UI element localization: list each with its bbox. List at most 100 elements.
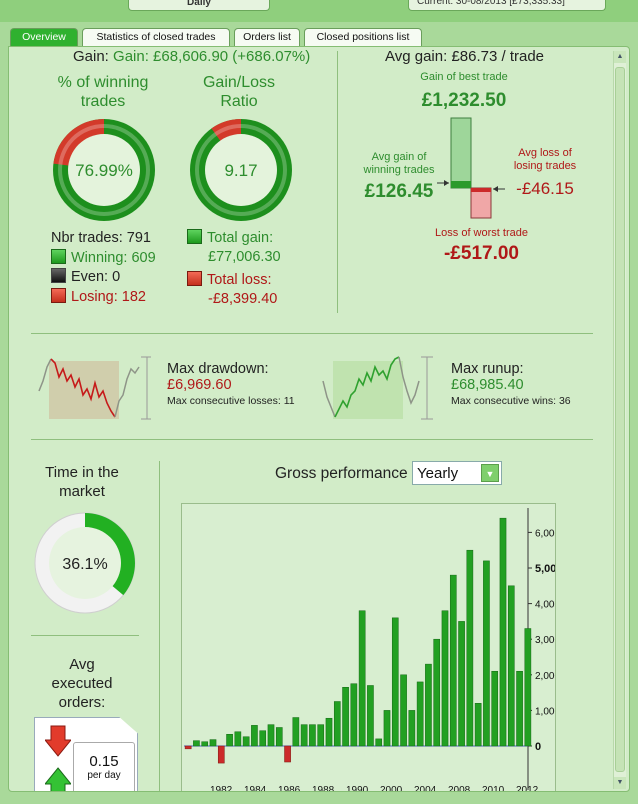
avg-orders-title: Avg executed orders:: [29, 655, 135, 712]
avg-orders-title-line2: executed: [51, 675, 113, 692]
total-loss-row: Total loss:: [187, 271, 281, 290]
tab-closed-positions-list[interactable]: Closed positions list: [304, 28, 422, 46]
scroll-up-icon[interactable]: ▲: [614, 51, 626, 63]
worst-trade-bar: [470, 187, 492, 219]
drawdown-sparkline: [38, 356, 151, 420]
gain-loss-ratio-donut: 9.17: [190, 119, 292, 221]
orders-arrows-icon: [45, 725, 71, 791]
tab-overview[interactable]: Overview: [10, 28, 78, 47]
divider-vertical-top: [337, 51, 338, 313]
chart-bar: [391, 617, 399, 747]
best-trade-value: £1,232.50: [421, 90, 507, 111]
y-tick-label: 4,000: [535, 600, 555, 611]
gain-value: Gain: £68,606.90 (+686.07%): [113, 48, 311, 65]
tab-statistics-closed-trades[interactable]: Statistics of closed trades: [82, 28, 230, 46]
gain-loss-ratio-title-line2: Ratio: [220, 93, 258, 110]
even-count-row: Even: 0: [51, 268, 156, 288]
x-tick-label: 1986: [278, 785, 301, 792]
y-tick-label: 0: [535, 741, 541, 753]
period-label: Daily: [128, 0, 270, 11]
chart-bar: [524, 628, 532, 747]
scrollbar-thumb[interactable]: [615, 67, 625, 772]
x-tick-label: 2004: [414, 785, 437, 792]
avg-loss-label-line2: losing trades: [513, 160, 577, 172]
chart-bar: [217, 745, 225, 764]
chevron-down-icon[interactable]: ▼: [481, 464, 499, 482]
chart-bar: [358, 610, 366, 747]
total-gain-value: £77,006.30: [208, 249, 281, 265]
pct-winning-title-line1: % of winning: [57, 74, 149, 91]
chart-bar: [350, 683, 358, 747]
avg-win-label: Avg gain of winning trades: [359, 151, 439, 177]
chart-bar: [259, 730, 267, 747]
chart-bar: [209, 739, 217, 747]
x-tick-label: 2012: [516, 785, 539, 792]
winning-count: Winning: 609: [71, 249, 156, 266]
chart-bar: [284, 745, 291, 763]
runup-label: Max runup:: [451, 361, 524, 377]
time-market-title: Time in the market: [29, 463, 135, 501]
top-bar: Daily Current: 30-08/2013 [£73,335.33]: [0, 0, 638, 22]
divider-horizontal-2: [31, 439, 593, 440]
chart-bar: [416, 681, 424, 747]
chart-bar: [441, 610, 449, 747]
winning-swatch: [51, 248, 66, 264]
total-loss-label: Total loss:: [207, 272, 272, 288]
x-tick-label: 2000: [380, 785, 403, 792]
runup-sparkline: [322, 356, 433, 420]
time-market-donut: 36.1%: [34, 512, 136, 614]
chart-bar: [408, 710, 416, 747]
drawdown-info: Max drawdown: £6,969.60 Max consecutive …: [167, 361, 295, 407]
tab-orders-list[interactable]: Orders list: [234, 28, 300, 46]
total-loss-swatch: [187, 271, 202, 286]
period-select[interactable]: Yearly ▼: [412, 461, 502, 485]
time-market-title-line2: market: [59, 483, 105, 500]
chart-bar: [234, 731, 242, 747]
scroll-down-icon[interactable]: ▼: [614, 777, 626, 789]
chart-bar: [292, 717, 300, 747]
divider-horizontal-3: [31, 635, 139, 636]
x-tick-label: 2010: [482, 785, 505, 792]
divider-vertical-bottom: [159, 461, 160, 791]
chart-bar: [184, 745, 192, 750]
avg-gain-summary: Avg gain: £86.73 / trade: [385, 48, 544, 65]
chart-bar: [342, 687, 349, 747]
avg-gain-header: Avg gain: £86.73 / trade: [385, 48, 545, 65]
gain-loss-ratio-title: Gain/Loss Ratio: [181, 73, 297, 111]
pct-winning-value: 76.99%: [75, 161, 133, 180]
chart-bar: [458, 621, 465, 747]
nbr-trades: Nbr trades: 791: [51, 230, 151, 246]
avg-win-label-line1: Avg gain of: [371, 151, 427, 163]
chart-bar: [333, 701, 341, 747]
total-gain-swatch: [187, 229, 202, 244]
pct-winning-title: % of winning trades: [39, 73, 167, 111]
gross-performance-svg: 0 1,000 2,000 3,000 4,000 5,000 6,000 1982 1984 1…: [184, 508, 563, 792]
avg-loss-bar: [471, 188, 491, 192]
current-value-label: Current: 30-08/2013 [£73,335.33]: [408, 0, 606, 11]
chart-bar: [275, 727, 283, 747]
chart-bar: [383, 710, 391, 747]
x-tick-label: 1990: [346, 785, 369, 792]
chart-bar: [516, 670, 523, 747]
gain-summary: Gain: Gain: £68,606.90 (+686.07%): [73, 48, 311, 65]
runup-value: £68,985.40: [451, 377, 524, 393]
vertical-scrollbar[interactable]: ▲ ▼: [613, 51, 626, 789]
avg-win-value: £126.45: [364, 181, 434, 202]
chart-bar: [375, 738, 383, 747]
x-tick-label: 1984: [244, 785, 267, 792]
trade-counts: Nbr trades: 791 Winning: 609 Even: 0 Los…: [51, 229, 156, 307]
x-tick-label: 2008: [448, 785, 471, 792]
totals: Total gain: £77,006.30 Total loss: -£8,3…: [187, 229, 281, 309]
avg-orders-title-line1: Avg: [69, 656, 95, 673]
chart-bar: [242, 736, 250, 747]
pct-winning-title-line2: trades: [80, 93, 126, 110]
avg-trade-diagram: [437, 117, 505, 219]
chart-bar: [251, 725, 258, 747]
worst-trade-label: Loss of worst trade: [435, 227, 528, 239]
chart-bar: [309, 724, 316, 747]
gross-performance-chart: 0 1,000 2,000 3,000 4,000 5,000 6,000 1982 1984 1…: [181, 503, 563, 792]
total-loss-value: -£8,399.40: [208, 291, 278, 307]
drawdown-value: £6,969.60: [167, 377, 232, 393]
time-market-title-line1: Time in the: [45, 464, 119, 481]
chart-bar: [300, 724, 308, 747]
